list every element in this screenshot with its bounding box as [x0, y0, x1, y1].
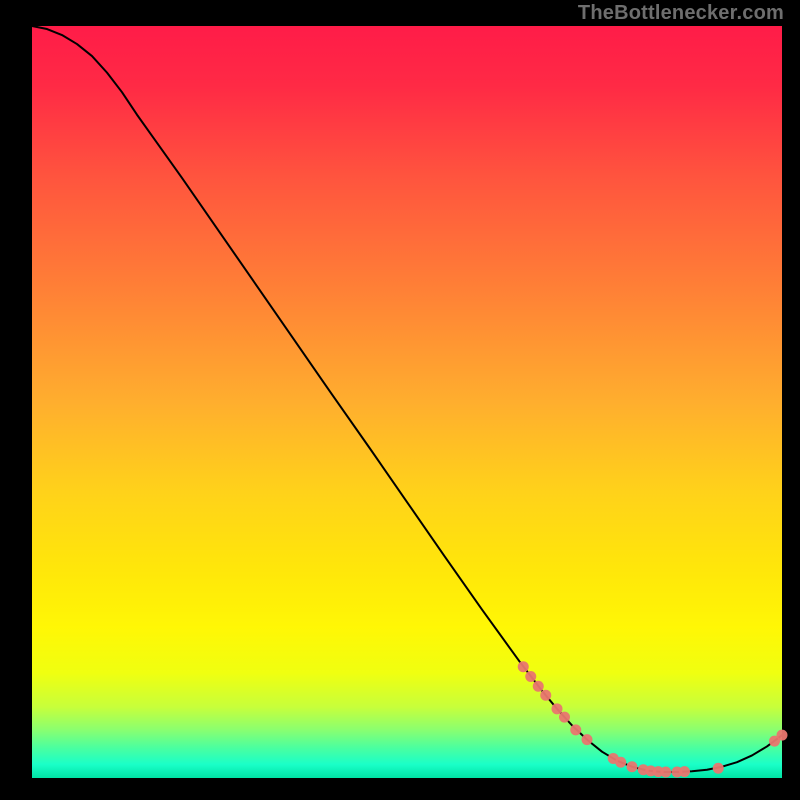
data-point: [660, 766, 671, 777]
data-point: [679, 766, 690, 777]
data-point: [615, 757, 626, 768]
data-point: [518, 661, 529, 672]
data-point: [533, 681, 544, 692]
data-point: [552, 703, 563, 714]
watermark-text: TheBottlenecker.com: [578, 2, 784, 25]
data-point: [525, 671, 536, 682]
data-point: [713, 763, 724, 774]
plot-gradient-background: [32, 26, 782, 778]
chart-stage: TheBottlenecker.com: [0, 0, 800, 800]
bottleneck-curve-chart: [0, 0, 800, 800]
data-point: [540, 690, 551, 701]
data-point: [627, 761, 638, 772]
data-point: [559, 712, 570, 723]
data-point: [777, 730, 788, 741]
data-point: [582, 734, 593, 745]
data-point: [570, 724, 581, 735]
